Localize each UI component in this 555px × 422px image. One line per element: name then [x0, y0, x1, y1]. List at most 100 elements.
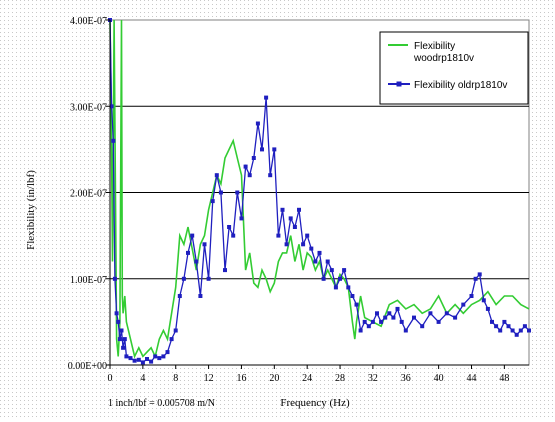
series-point-flexibility-oldrp1810v — [117, 337, 122, 342]
series-point-flexibility-oldrp1810v — [387, 311, 392, 316]
series-point-flexibility-oldrp1810v — [177, 294, 182, 298]
series-point-flexibility-oldrp1810v — [157, 356, 162, 361]
series-point-flexibility-oldrp1810v — [119, 328, 124, 333]
series-point-flexibility-oldrp1810v — [313, 259, 318, 264]
series-point-flexibility-oldrp1810v — [153, 354, 158, 359]
series-point-flexibility-oldrp1810v — [510, 328, 515, 333]
series-point-flexibility-oldrp1810v — [436, 319, 441, 324]
x-tick-label: 32 — [368, 373, 378, 384]
series-point-flexibility-oldrp1810v — [301, 242, 306, 247]
series-point-flexibility-oldrp1810v — [284, 242, 289, 247]
axes: 0.00E+00 1.00E-07 2.00E-07 3.00E-07 4.00E-07… — [68, 16, 529, 384]
series-point-flexibility-oldrp1810v — [375, 311, 379, 316]
series-point-flexibility-oldrp1810v — [231, 233, 236, 238]
series-point-flexibility-oldrp1810v — [161, 354, 166, 359]
series-point-flexibility-oldrp1810v — [305, 233, 310, 238]
series-line-flexibility-woodrp1810v — [109, 19, 530, 359]
series-point-flexibility-oldrp1810v — [132, 358, 137, 363]
series-point-flexibility-oldrp1810v — [128, 356, 133, 361]
gridlines — [110, 105, 529, 280]
series-point-flexibility-oldrp1810v — [325, 259, 330, 264]
legend: Flexibility woodrp1810v Flexibility oldr… — [379, 31, 529, 105]
series-point-flexibility-oldrp1810v — [362, 319, 367, 324]
series-point-flexibility-oldrp1810v — [333, 285, 338, 290]
series-point-flexibility-oldrp1810v — [243, 164, 248, 169]
series-point-flexibility-oldrp1810v — [111, 138, 116, 143]
series-point-flexibility-oldrp1810v — [395, 306, 400, 311]
x-tick-label: 4 — [140, 373, 145, 384]
series-point-flexibility-oldrp1810v — [239, 216, 244, 221]
series-point-flexibility-oldrp1810v — [399, 319, 404, 324]
series-point-flexibility-oldrp1810v — [338, 276, 342, 281]
series-point-flexibility-oldrp1810v — [272, 147, 277, 152]
series-point-flexibility-oldrp1810v — [145, 357, 149, 361]
x-tick-label: 48 — [499, 373, 509, 384]
series-point-flexibility-oldrp1810v — [391, 315, 396, 320]
series-point-flexibility-oldrp1810v — [420, 324, 425, 329]
series-point-flexibility-oldrp1810v — [149, 359, 154, 364]
series-point-flexibility-oldrp1810v — [473, 276, 478, 281]
x-tick-label: 40 — [434, 373, 444, 384]
series-point-flexibility-oldrp1810v — [112, 276, 117, 281]
series-point-flexibility-oldrp1810v — [358, 328, 363, 333]
series-point-flexibility-oldrp1810v — [169, 337, 174, 342]
series-point-flexibility-oldrp1810v — [412, 315, 416, 320]
series-point-flexibility-oldrp1810v — [173, 328, 178, 333]
x-tick-label: 24 — [302, 373, 312, 384]
legend-label-woodrp1810v-line2: woodrp1810v — [413, 53, 474, 64]
series-point-flexibility-oldrp1810v — [223, 268, 227, 273]
series-point-flexibility-oldrp1810v — [227, 225, 232, 229]
series-point-flexibility-oldrp1810v — [403, 328, 408, 333]
x-tick-label: 20 — [269, 373, 279, 384]
series-point-flexibility-oldrp1810v — [461, 302, 466, 307]
series-point-flexibility-oldrp1810v — [218, 190, 223, 195]
series-point-flexibility-oldrp1810v — [255, 121, 260, 126]
series-point-flexibility-oldrp1810v — [109, 104, 114, 109]
series-point-flexibility-oldrp1810v — [235, 190, 240, 195]
x-tick-label: 16 — [236, 373, 246, 384]
y-tick-label: 1.00E-07 — [70, 275, 107, 286]
series-point-flexibility-oldrp1810v — [506, 324, 511, 329]
series-point-flexibility-oldrp1810v — [494, 324, 499, 329]
series-point-flexibility-oldrp1810v — [140, 360, 145, 365]
series-point-flexibility-oldrp1810v — [350, 294, 355, 298]
series-point-flexibility-oldrp1810v — [190, 233, 195, 238]
x-tick-label: 0 — [108, 373, 113, 384]
series-point-flexibility-oldrp1810v — [122, 337, 127, 342]
series-point-flexibility-oldrp1810v — [317, 250, 322, 255]
unit-conversion-note: 1 inch/lbf = 0.005708 m/N — [108, 398, 215, 409]
series-point-flexibility-oldrp1810v — [379, 319, 384, 324]
series-point-flexibility-oldrp1810v — [114, 311, 119, 316]
y-tick-label: 4.00E-07 — [70, 16, 107, 27]
series-point-flexibility-oldrp1810v — [342, 268, 347, 273]
legend-marker-oldrp1810v — [396, 81, 402, 87]
series-point-flexibility-oldrp1810v — [469, 294, 474, 298]
legend-label-oldrp1810v: Flexibility oldrp1810v — [414, 80, 507, 91]
x-tick-label: 44 — [466, 373, 476, 384]
series-point-flexibility-oldrp1810v — [383, 315, 388, 320]
series-point-flexibility-oldrp1810v — [292, 225, 297, 229]
series-point-flexibility-oldrp1810v — [165, 350, 170, 355]
series-point-flexibility-oldrp1810v — [247, 173, 252, 178]
series-point-flexibility-oldrp1810v — [453, 315, 458, 320]
series-point-flexibility-oldrp1810v — [502, 319, 507, 324]
series-point-flexibility-oldrp1810v — [288, 216, 293, 221]
series-point-flexibility-oldrp1810v — [181, 276, 186, 281]
series-point-flexibility-oldrp1810v — [366, 324, 371, 329]
y-tick-label: 2.00E-07 — [70, 189, 107, 200]
series-point-flexibility-oldrp1810v — [321, 276, 326, 281]
series-point-flexibility-oldrp1810v — [485, 306, 490, 311]
series-point-flexibility-oldrp1810v — [121, 345, 126, 350]
series-point-flexibility-oldrp1810v — [518, 328, 523, 333]
series-point-flexibility-oldrp1810v — [477, 272, 482, 277]
x-axis-label: Frequency (Hz) — [280, 397, 350, 409]
series-point-flexibility-oldrp1810v — [186, 250, 190, 255]
series-point-flexibility-oldrp1810v — [276, 233, 281, 238]
series-point-flexibility-oldrp1810v — [206, 276, 211, 281]
x-tick-label: 12 — [204, 373, 214, 384]
series-point-flexibility-oldrp1810v — [280, 207, 285, 212]
x-tick-label: 8 — [173, 373, 178, 384]
series-point-flexibility-oldrp1810v — [124, 354, 129, 359]
